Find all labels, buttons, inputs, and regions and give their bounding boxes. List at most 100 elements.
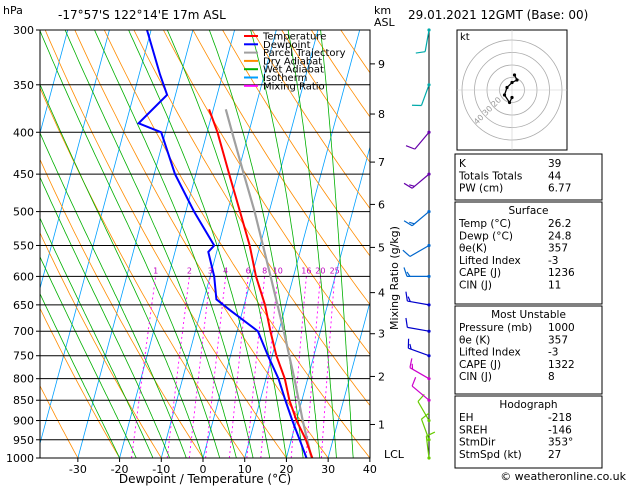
hpa-label: hPa: [3, 4, 23, 17]
index-label: CIN (J): [459, 280, 492, 292]
isotherm-line: [244, 30, 361, 458]
legend-entry: Mixing Ratio: [263, 81, 325, 92]
wind-barb-flag: [409, 184, 415, 187]
pressure-tick-label: 800: [13, 373, 34, 386]
wind-barb-flag: [403, 220, 413, 227]
indices-box: [454, 153, 603, 201]
wind-barb-dot: [427, 209, 431, 214]
lcl-label: LCL: [384, 448, 405, 461]
wind-barb-dot: [427, 354, 431, 358]
pressure-tick-label: 350: [13, 79, 34, 92]
isotherm-line: [40, 30, 152, 446]
index-value: 357: [548, 334, 568, 346]
pressure-tick-label: 650: [13, 299, 34, 312]
wind-barb-dot: [427, 274, 431, 279]
pressure-tick-label: 300: [13, 24, 34, 37]
dry-adiabat-line: [281, 30, 370, 163]
dry-adiabat-line: [251, 30, 370, 210]
altitude-tick-label: 6: [378, 198, 385, 211]
pressure-tick-label: 500: [13, 206, 34, 219]
pressure-tick-label: 900: [13, 415, 34, 428]
index-value: 27: [548, 449, 561, 461]
index-value: 39: [548, 158, 561, 170]
wind-barb-dot: [427, 28, 431, 32]
temperature-tick-label: 10: [238, 463, 252, 476]
mixing-ratio-label: 2: [187, 266, 192, 275]
mixing-ratio-line: [131, 276, 157, 458]
mixing-ratio-label: 16: [301, 266, 311, 275]
index-value: 26.2: [548, 218, 571, 230]
hodograph-point: [502, 93, 507, 97]
altitude-tick-label: 4: [378, 287, 385, 300]
wind-barb-dot: [427, 83, 431, 87]
mixing-ratio-label: 20: [315, 266, 325, 275]
index-label: StmDir: [459, 437, 496, 449]
dewpoint-line: [136, 30, 308, 458]
index-value: 6.77: [548, 183, 571, 195]
index-label: CAPE (J): [459, 359, 501, 371]
legend-entry: Dewpoint: [263, 40, 311, 51]
index-value: -3: [548, 255, 558, 267]
legend-entry: Parcel Trajectory: [263, 48, 346, 59]
wind-barb-flag: [415, 51, 426, 54]
index-section-title: Hodograph: [499, 399, 557, 411]
pressure-tick-label: 950: [13, 434, 34, 447]
isotherm-line: [202, 30, 319, 458]
asl-label: ASL: [374, 16, 396, 29]
hodograph-point: [507, 100, 512, 105]
index-value: 1000: [548, 322, 575, 334]
altitude-tick-label: 1: [378, 418, 385, 431]
wind-barb-staff: [411, 385, 430, 401]
wind-barb-flag: [402, 249, 411, 257]
wind-barb-staff: [408, 347, 430, 357]
wind-barb-dot: [427, 329, 431, 333]
index-value: 1236: [548, 267, 575, 279]
mixing-ratio-line: [166, 276, 190, 458]
wind-barb-staff: [420, 84, 430, 106]
indices-box: [454, 395, 603, 469]
x-axis-title: Dewpoint / Temperature (°C): [119, 472, 291, 486]
wind-barb-dot: [427, 130, 431, 134]
wind-barb-staff: [407, 300, 430, 306]
wind-barb-dot: [427, 377, 431, 381]
legend-entry: Isotherm: [263, 73, 307, 84]
dry-adiabat-line: [40, 384, 79, 458]
wind-barb-flag: [405, 317, 408, 328]
hodograph-point: [505, 85, 509, 90]
index-value: 353°: [548, 437, 573, 449]
wind-barb-dot: [427, 172, 431, 176]
wind-barb-staff: [424, 29, 430, 52]
index-value: -146: [548, 424, 572, 436]
altitude-tick-label: 5: [378, 241, 385, 254]
mixing-ratio-label: 6: [246, 266, 251, 275]
temperature-axis: -30 -20 -10 0 10 20 30 40: [69, 458, 377, 476]
wind-barb-flag: [409, 358, 413, 368]
pressure-tick-label: 600: [13, 270, 34, 283]
index-label: Lifted Index: [459, 255, 521, 267]
altitude-tick-label: 9: [378, 58, 385, 71]
index-label: Lifted Index: [459, 347, 521, 359]
index-section-title: Most Unstable: [491, 309, 566, 321]
dry-adiabat-line: [222, 30, 370, 257]
index-value: 11: [548, 280, 561, 292]
wind-barb-staff: [411, 173, 430, 189]
index-value: 24.8: [548, 230, 571, 242]
indices-box: [454, 305, 603, 395]
hodograph-point: [510, 95, 514, 100]
wind-barb-flag: [405, 145, 416, 150]
hodograph-unit-label: kt: [460, 32, 470, 43]
wind-barb-dot: [427, 398, 431, 402]
altitude-axis: 1 2 3 4 5 6 7 8 9 LCL: [370, 58, 405, 461]
legend-entry: Wet Adiabat: [263, 65, 324, 76]
mixing-ratio-line: [205, 276, 227, 458]
index-value: 8: [548, 371, 555, 383]
wind-barb-flag: [421, 412, 430, 420]
index-label: Totals Totals: [458, 170, 522, 182]
wind-barb-dot: [427, 456, 431, 460]
wind-barb-flag: [403, 267, 408, 277]
index-section-title: Surface: [508, 205, 548, 217]
pressure-tick-label: 700: [13, 325, 34, 338]
index-value: -218: [548, 412, 572, 424]
altitude-tick-label: 7: [378, 156, 385, 169]
